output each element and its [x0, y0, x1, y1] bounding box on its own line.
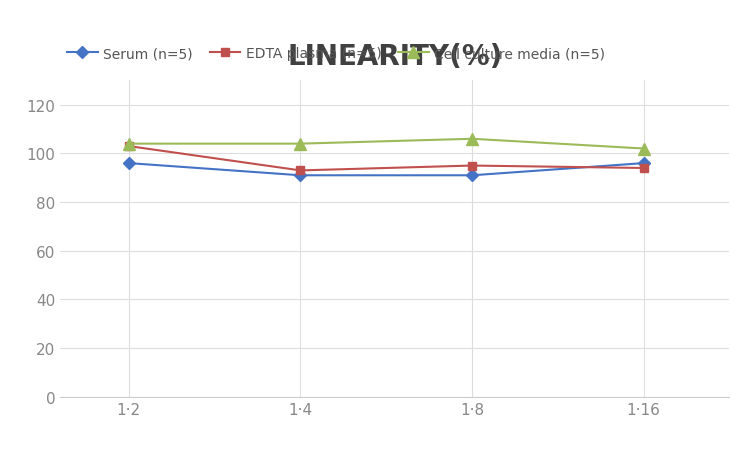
Line: Serum (n=5): Serum (n=5) — [125, 160, 647, 180]
Line: Cell culture media (n=5): Cell culture media (n=5) — [123, 134, 649, 155]
EDTA plasma (n=5) — [468, 163, 477, 169]
Line: EDTA plasma (n=5): EDTA plasma (n=5) — [125, 143, 647, 175]
EDTA plasma (n=5) — [639, 166, 648, 171]
Serum (n=5) — [468, 173, 477, 179]
Title: LINEARITY(%): LINEARITY(%) — [287, 42, 502, 70]
Serum (n=5) — [296, 173, 305, 179]
Cell culture media (n=5) — [124, 142, 133, 147]
EDTA plasma (n=5) — [124, 144, 133, 149]
Cell culture media (n=5) — [468, 137, 477, 142]
EDTA plasma (n=5) — [296, 168, 305, 174]
Legend: Serum (n=5), EDTA plasma (n=5), Cell culture media (n=5): Serum (n=5), EDTA plasma (n=5), Cell cul… — [67, 47, 605, 61]
Serum (n=5) — [639, 161, 648, 166]
Cell culture media (n=5) — [296, 142, 305, 147]
Serum (n=5) — [124, 161, 133, 166]
Cell culture media (n=5) — [639, 147, 648, 152]
